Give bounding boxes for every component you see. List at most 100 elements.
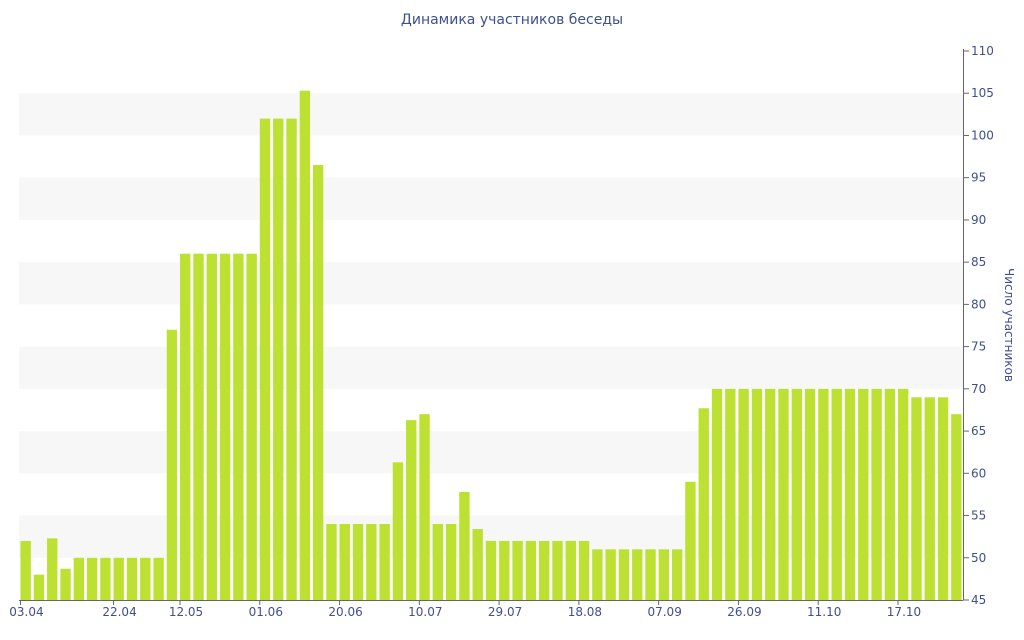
bar — [765, 388, 776, 600]
y-axis-title: Число участников — [1002, 268, 1016, 382]
bar — [352, 523, 364, 600]
bar — [73, 557, 85, 600]
bar — [366, 523, 377, 600]
bar — [539, 540, 550, 600]
bar — [485, 540, 497, 600]
bar — [259, 118, 271, 600]
bar — [592, 549, 603, 600]
bar — [206, 253, 217, 600]
bar — [312, 165, 324, 600]
bar — [180, 253, 191, 600]
bar — [499, 540, 510, 600]
bar — [871, 388, 882, 600]
y-tick-label: 80 — [971, 297, 986, 311]
bar — [698, 408, 709, 600]
bar — [246, 253, 257, 600]
x-tick-label: 01.06 — [249, 605, 283, 619]
bar — [525, 540, 537, 600]
bar — [113, 557, 124, 600]
bar — [379, 523, 390, 600]
bar — [419, 414, 430, 600]
bar — [858, 388, 869, 600]
bar — [911, 397, 922, 600]
bar — [711, 388, 723, 600]
bar — [685, 481, 696, 600]
bar — [924, 397, 935, 600]
bar — [565, 540, 576, 600]
y-tick-label: 75 — [971, 340, 986, 354]
bar — [645, 549, 656, 600]
bar — [126, 557, 138, 600]
bar — [618, 549, 630, 600]
bar — [578, 540, 590, 600]
bar — [193, 253, 204, 600]
bar — [844, 388, 856, 600]
bar — [937, 397, 949, 600]
bar — [552, 540, 563, 600]
y-tick-label: 110 — [971, 44, 994, 58]
bar — [831, 388, 842, 600]
y-tick-label: 55 — [971, 509, 986, 523]
y-tick-label: 45 — [971, 593, 986, 607]
bar — [153, 557, 164, 600]
bar — [286, 118, 297, 600]
x-tick-label: 07.09 — [647, 605, 681, 619]
plot-bars — [20, 90, 962, 600]
bar — [326, 523, 337, 600]
x-tick-label: 29.07 — [488, 605, 522, 619]
bar — [791, 388, 802, 600]
bar — [725, 388, 736, 600]
bar — [233, 253, 244, 600]
x-tick-label: 11.10 — [807, 605, 841, 619]
bar — [100, 557, 111, 600]
grid-band — [19, 93, 963, 136]
bar — [751, 388, 763, 600]
bar — [406, 420, 417, 600]
grid-band — [19, 262, 963, 305]
x-axis: 03.04 22.04 12.05 01.06 20.06 10.07 29.07 18.08… — [9, 600, 963, 619]
bar — [47, 538, 58, 600]
y-tick-label: 105 — [971, 86, 994, 100]
bar — [459, 491, 470, 600]
y-tick-label: 100 — [971, 128, 994, 142]
bar — [884, 388, 896, 600]
bar — [219, 253, 231, 600]
x-tick-label: 10.07 — [408, 605, 442, 619]
bar — [738, 388, 749, 600]
y-tick-label: 50 — [971, 551, 986, 565]
bar — [86, 557, 98, 600]
bar — [632, 549, 643, 600]
bar — [339, 523, 350, 600]
bar — [273, 118, 284, 600]
bar — [951, 414, 962, 600]
bar — [512, 540, 523, 600]
x-tick-label: 18.08 — [568, 605, 602, 619]
bar — [392, 462, 404, 600]
bar — [472, 529, 483, 600]
bar — [20, 540, 31, 600]
bar — [33, 574, 45, 600]
x-tick-label: 20.06 — [328, 605, 362, 619]
grid-band — [19, 177, 963, 220]
x-tick-label: 12.05 — [169, 605, 203, 619]
bar — [804, 388, 816, 600]
bar — [818, 388, 829, 600]
grid-band — [19, 346, 963, 389]
bar — [445, 523, 457, 600]
chart-title: Динамика участников беседы — [400, 12, 624, 28]
bar — [658, 549, 670, 600]
y-tick-label: 60 — [971, 466, 986, 480]
bar — [299, 90, 311, 600]
y-tick-label: 65 — [971, 424, 986, 438]
x-tick-label: 26.09 — [727, 605, 761, 619]
bar — [432, 523, 443, 600]
y-tick-label: 70 — [971, 382, 986, 396]
y-tick-label: 85 — [971, 255, 986, 269]
bar — [778, 388, 789, 600]
y-tick-label: 95 — [971, 171, 986, 185]
bar — [671, 549, 683, 600]
x-tick-label: 03.04 — [9, 605, 43, 619]
bar — [166, 329, 178, 600]
